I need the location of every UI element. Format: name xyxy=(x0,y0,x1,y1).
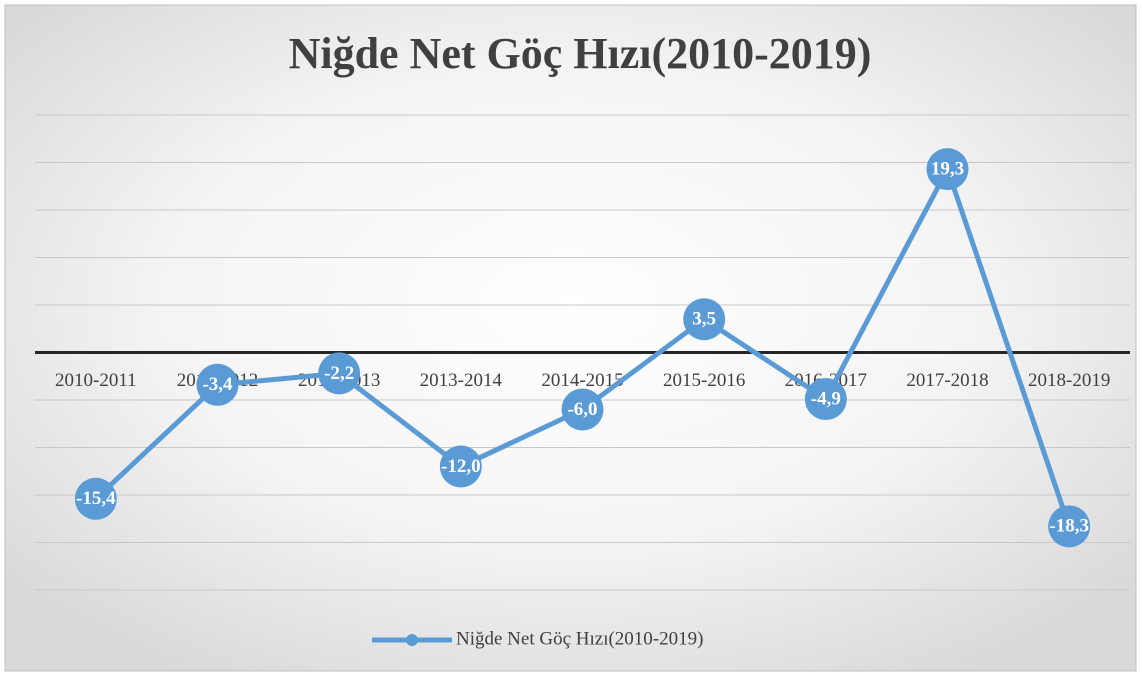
data-label: -18,3 xyxy=(1049,516,1089,537)
chart-title: Niğde Net Göç Hızı(2010-2019) xyxy=(289,29,872,78)
data-label: -12,0 xyxy=(441,456,481,477)
x-tick-label: 2018-2019 xyxy=(1028,370,1110,391)
marker xyxy=(439,445,482,488)
marker xyxy=(561,388,604,431)
x-tick-label: 2017-2018 xyxy=(906,370,988,391)
marker xyxy=(1048,505,1091,548)
data-label: -6,0 xyxy=(567,399,597,420)
legend-marker xyxy=(406,634,418,646)
marker xyxy=(196,363,239,406)
x-tick-label: 2010-2011 xyxy=(55,370,137,391)
data-label: -3,4 xyxy=(202,374,233,395)
data-label: 3,5 xyxy=(692,309,716,330)
marker xyxy=(683,298,726,341)
marker xyxy=(926,148,969,191)
x-tick-label: 2014-2015 xyxy=(541,370,623,391)
data-label: -4,9 xyxy=(811,388,841,409)
marker xyxy=(318,352,361,395)
marker xyxy=(804,378,847,421)
legend-label: Niğde Net Göç Hızı(2010-2019) xyxy=(456,628,703,649)
x-tick-label: 2015-2016 xyxy=(663,370,745,391)
data-label: -2,2 xyxy=(324,363,354,384)
chart-background xyxy=(4,4,1137,672)
data-label: -15,4 xyxy=(76,488,116,509)
data-label: 19,3 xyxy=(931,159,964,180)
x-tick-label: 2013-2014 xyxy=(420,370,503,391)
marker xyxy=(74,477,117,520)
